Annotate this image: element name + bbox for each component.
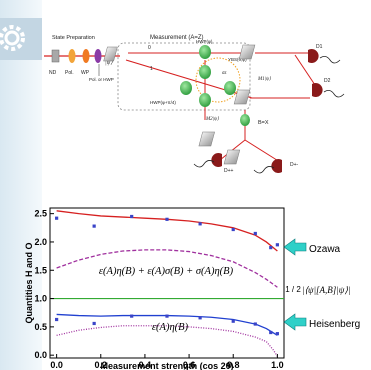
side-labels: Ozawa 1 / 2 |⟨ψ|[A,B]|ψ⟩| Heisenberg [283,238,360,331]
section-label-state-prep: State Preparation [52,35,95,41]
x-tick-label-2: 0.4 [139,360,152,370]
label-nd: ND [49,70,57,76]
label-heisenberg: Heisenberg [309,319,360,330]
left-side-strip [0,0,42,370]
svg-text:D2: D2 [324,78,331,84]
x-tick-label-0: 0.0 [50,360,63,370]
curve-2 [56,313,278,336]
polarizer [68,49,76,63]
data-point-s0-3 [165,217,169,221]
ozawa-arrow-icon [283,238,307,256]
data-point-s1-5 [231,319,235,323]
label-state: |ψ⟩ [105,59,113,66]
data-point-s0-0 [55,216,59,220]
svg-text:D1: D1 [316,44,323,50]
x-axis-label: Measurement strength (cos 2θ) [101,361,234,370]
y-tick-label-1: 0.5 [34,322,47,332]
label-ozawa: Ozawa [309,244,341,255]
curve-1 [56,249,278,288]
curve-0 [56,210,278,252]
data-point-s1-1 [92,321,96,326]
gear-icon [0,25,25,51]
points-layer [55,214,279,336]
data-point-s0-6 [253,231,257,236]
curves-layer [56,210,278,357]
x-tick-label-3: 0.6 [183,360,196,370]
data-point-s0-5 [231,227,235,232]
port-1: 1 [150,66,153,72]
x-tick-label-4: 0.8 [227,360,240,370]
nd-filter [51,49,60,63]
y-tick-label-4: 2.0 [34,237,47,247]
data-point-s0-8 [275,243,279,247]
detector-d1: D1 [308,44,341,64]
y-tick-label-3: 1.5 [34,265,47,275]
data-point-s0-1 [92,224,96,228]
waveplate [82,49,90,63]
data-point-s1-0 [55,317,59,322]
detector-dpm: D+- [253,159,299,174]
svg-text:D++: D++ [224,168,234,174]
annotation-ozawa-formula: ε(A)η(B) + ε(A)σ(B) + σ(A)η(B) [99,266,234,277]
data-point-s0-7 [269,246,273,250]
label-pol-or-hwp: Pol. or HWP [89,77,114,82]
section-label-measurement: Measurement (A=Z) [150,35,204,41]
y-ticks: 0.0 0.5 1.0 1.5 2.0 2.5 [34,209,54,360]
ybs-region [195,57,241,103]
label-half: 1 / 2 [285,285,301,294]
annotation-heisenberg-formula: ε(A)η(B) [152,322,189,333]
pol-or-hwp [94,49,102,63]
label-commutator: |⟨ψ|[A,B]|ψ⟩| [302,285,350,295]
data-point-s0-2 [130,214,134,219]
data-point-s1-8 [275,332,279,336]
port-0: 0 [148,45,151,51]
label-m2: M2|ψ⟩ [205,116,219,122]
setup-diagram: State Preparation Measurement (A=Z) ND P… [44,35,345,174]
measurement-box [117,42,251,111]
curve-3 [56,325,278,357]
hwp-phi-pi4-lens [180,81,192,95]
svg-text:D+-: D+- [290,162,299,168]
data-point-s0-4 [198,222,202,226]
data-point-s1-4 [198,316,202,320]
label-b-equals-x: B=X [258,120,269,126]
label-pol: Pol. [65,70,74,76]
label-ybs: YBS(θ,φ) [228,57,247,62]
hwp-phi-lens [199,45,211,59]
label-m1: M1|ψ⟩ [257,76,271,82]
label-hwp-phi-pi4: HWP(φ+π/4) [150,100,176,105]
label-wp: WP [81,70,90,76]
chart: 0.0 0.2 0.4 0.6 0.8 1.0 0.0 0.5 1.0 1.5 2.0 2.5 Me… [24,207,285,370]
heisenberg-arrow-icon [283,313,307,331]
y-axis-label: Quantities H and O [24,242,34,323]
x-ticks: 0.0 0.2 0.4 0.6 0.8 1.0 [50,354,284,370]
data-point-s1-7 [269,330,273,335]
y-tick-label-5: 2.5 [34,209,47,219]
label-hwp-phi: HWP(φ) [196,39,213,44]
data-point-s1-3 [165,314,169,318]
data-point-s1-6 [253,322,257,326]
beam-displacer [103,46,118,62]
y-tick-label-0: 0.0 [34,350,47,360]
plot-frame [49,207,285,359]
data-point-s1-2 [130,314,134,318]
detector-d2: D2 [312,78,345,98]
x-tick-label-1: 0.2 [95,360,108,370]
label-sigma-z: σz [222,71,226,76]
detector-dpp: D++ [193,153,234,174]
y-tick-label-2: 1.0 [34,294,47,304]
x-tick-label-5: 1.0 [271,360,284,370]
